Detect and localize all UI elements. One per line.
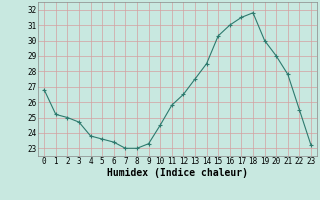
X-axis label: Humidex (Indice chaleur): Humidex (Indice chaleur) [107,168,248,178]
